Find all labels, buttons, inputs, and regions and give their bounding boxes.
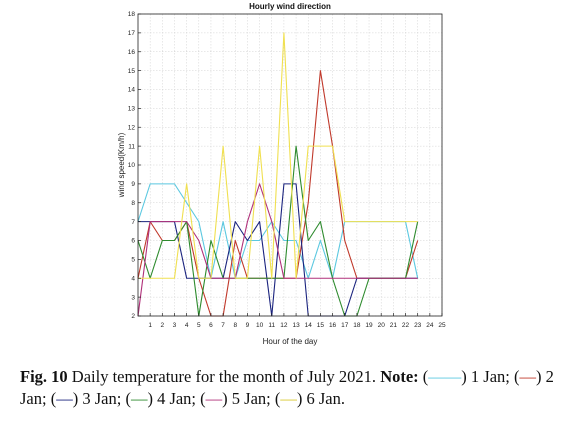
chart-series-group [137, 32, 419, 317]
legend-series-name: 2 Jan; [20, 367, 554, 408]
y-tick-label: 9 [131, 181, 135, 188]
legend-series-name: 3 Jan; [78, 389, 122, 408]
y-tick-label: 18 [128, 11, 136, 18]
caption-legend-item: (—) 6 Jan. [271, 389, 345, 408]
legend-swatch: — [130, 389, 148, 408]
caption-legend-item: (——) 1 Jan; [419, 367, 510, 386]
legend-open-paren: ( [121, 389, 131, 408]
y-tick-label: 8 [131, 200, 135, 207]
y-axis-title: wind speed(Km/h) [117, 132, 126, 198]
legend-close-paren: ) [536, 367, 542, 386]
legend-close-paren: ) [461, 367, 467, 386]
x-tick-label: 10 [256, 322, 264, 329]
y-tick-label: 7 [131, 219, 135, 226]
figure-label: Fig. 10 [20, 367, 68, 386]
caption-legend-item: (—) 3 Jan; [47, 389, 122, 408]
series-line-5-jan [137, 183, 418, 317]
legend-open-paren: ( [418, 367, 429, 386]
legend-swatch: —— [428, 367, 462, 386]
x-tick-label: 1 [148, 322, 152, 329]
y-tick-label: 14 [128, 87, 136, 94]
legend-series-name: 4 Jan; [152, 389, 197, 408]
series-line-6-jan [138, 32, 418, 279]
x-tick-label: 3 [173, 322, 177, 329]
x-tick-label: 9 [246, 322, 250, 329]
legend-series-name: 6 Jan. [302, 389, 346, 408]
y-tick-label: 15 [128, 68, 136, 75]
x-tick-label: 20 [378, 322, 386, 329]
legend-swatch: — [205, 389, 223, 408]
legend-open-paren: ( [509, 367, 520, 386]
x-tick-label: 2 [161, 322, 165, 329]
y-tick-label: 13 [128, 106, 136, 113]
y-tick-label: 17 [128, 30, 136, 37]
x-tick-label: 22 [402, 322, 410, 329]
caption-legend-item: (—) 2 Jan; [20, 367, 554, 408]
note-label: Note: [380, 367, 419, 386]
caption-legend-item: (—) 5 Jan; [196, 389, 271, 408]
x-tick-label: 15 [317, 322, 325, 329]
legend-open-paren: ( [46, 389, 57, 408]
caption-text: Daily temperature for the month of July … [67, 367, 381, 386]
wind-direction-chart: Hourly wind direction 1 2 3 4 5 6 7 8 9 10 11 12 13 1… [117, 2, 446, 346]
x-tick-label: 5 [197, 322, 201, 329]
x-tick-label: 14 [305, 322, 313, 329]
x-tick-label: 17 [341, 322, 349, 329]
y-tick-label: 5 [131, 257, 135, 264]
figure-caption: Fig. 10 Daily temperature for the month … [20, 366, 560, 410]
y-tick-label: 11 [128, 143, 135, 150]
legend-series-name: 5 Jan; [227, 389, 271, 408]
x-tick-label: 11 [268, 322, 275, 329]
chart-title: Hourly wind direction [249, 2, 331, 11]
x-tick-label: 16 [329, 322, 337, 329]
legend-open-paren: ( [270, 389, 281, 408]
y-tick-label: 4 [131, 275, 135, 282]
legend-swatch: — [519, 367, 537, 386]
y-tick-label: 16 [128, 49, 136, 56]
y-tick-label: 6 [131, 238, 135, 245]
legend-close-paren: ) [222, 389, 228, 408]
y-tick-label: 12 [128, 124, 136, 131]
y-tick-label: 10 [128, 162, 136, 169]
x-tick-label: 19 [365, 322, 373, 329]
x-tick-label: 4 [185, 322, 189, 329]
legend-close-paren: ) [147, 389, 153, 408]
legend-series-name: 1 Jan; [466, 367, 510, 386]
legend-close-paren: ) [296, 389, 303, 408]
caption-legend: (——) 1 Jan; (—) 2 Jan; (—) 3 Jan; (—) 4 … [20, 367, 554, 408]
x-tick-label: 23 [414, 322, 422, 329]
x-tick-label: 18 [353, 322, 361, 329]
x-tick-label: 12 [280, 322, 288, 329]
x-tick-label: 24 [426, 322, 434, 329]
x-tick-label: 8 [233, 322, 237, 329]
caption-legend-item: (—) 4 Jan; [121, 389, 196, 408]
legend-open-paren: ( [196, 389, 206, 408]
legend-swatch: — [280, 389, 297, 408]
legend-swatch: — [56, 389, 73, 408]
x-tick-label: 6 [209, 322, 213, 329]
x-tick-label: 13 [292, 322, 300, 329]
x-tick-label: 7 [221, 322, 225, 329]
axis-ticks: 1 2 3 4 5 6 7 8 9 10 11 12 13 14 15 16 17 18 19 20 21 22 23 24 2… [128, 11, 446, 329]
x-tick-label: 21 [390, 322, 398, 329]
y-tick-label: 2 [131, 313, 135, 320]
x-tick-label: 25 [438, 322, 446, 329]
legend-close-paren: ) [72, 389, 79, 408]
x-axis-title: Hour of the day [263, 337, 318, 346]
y-tick-label: 3 [131, 294, 135, 301]
